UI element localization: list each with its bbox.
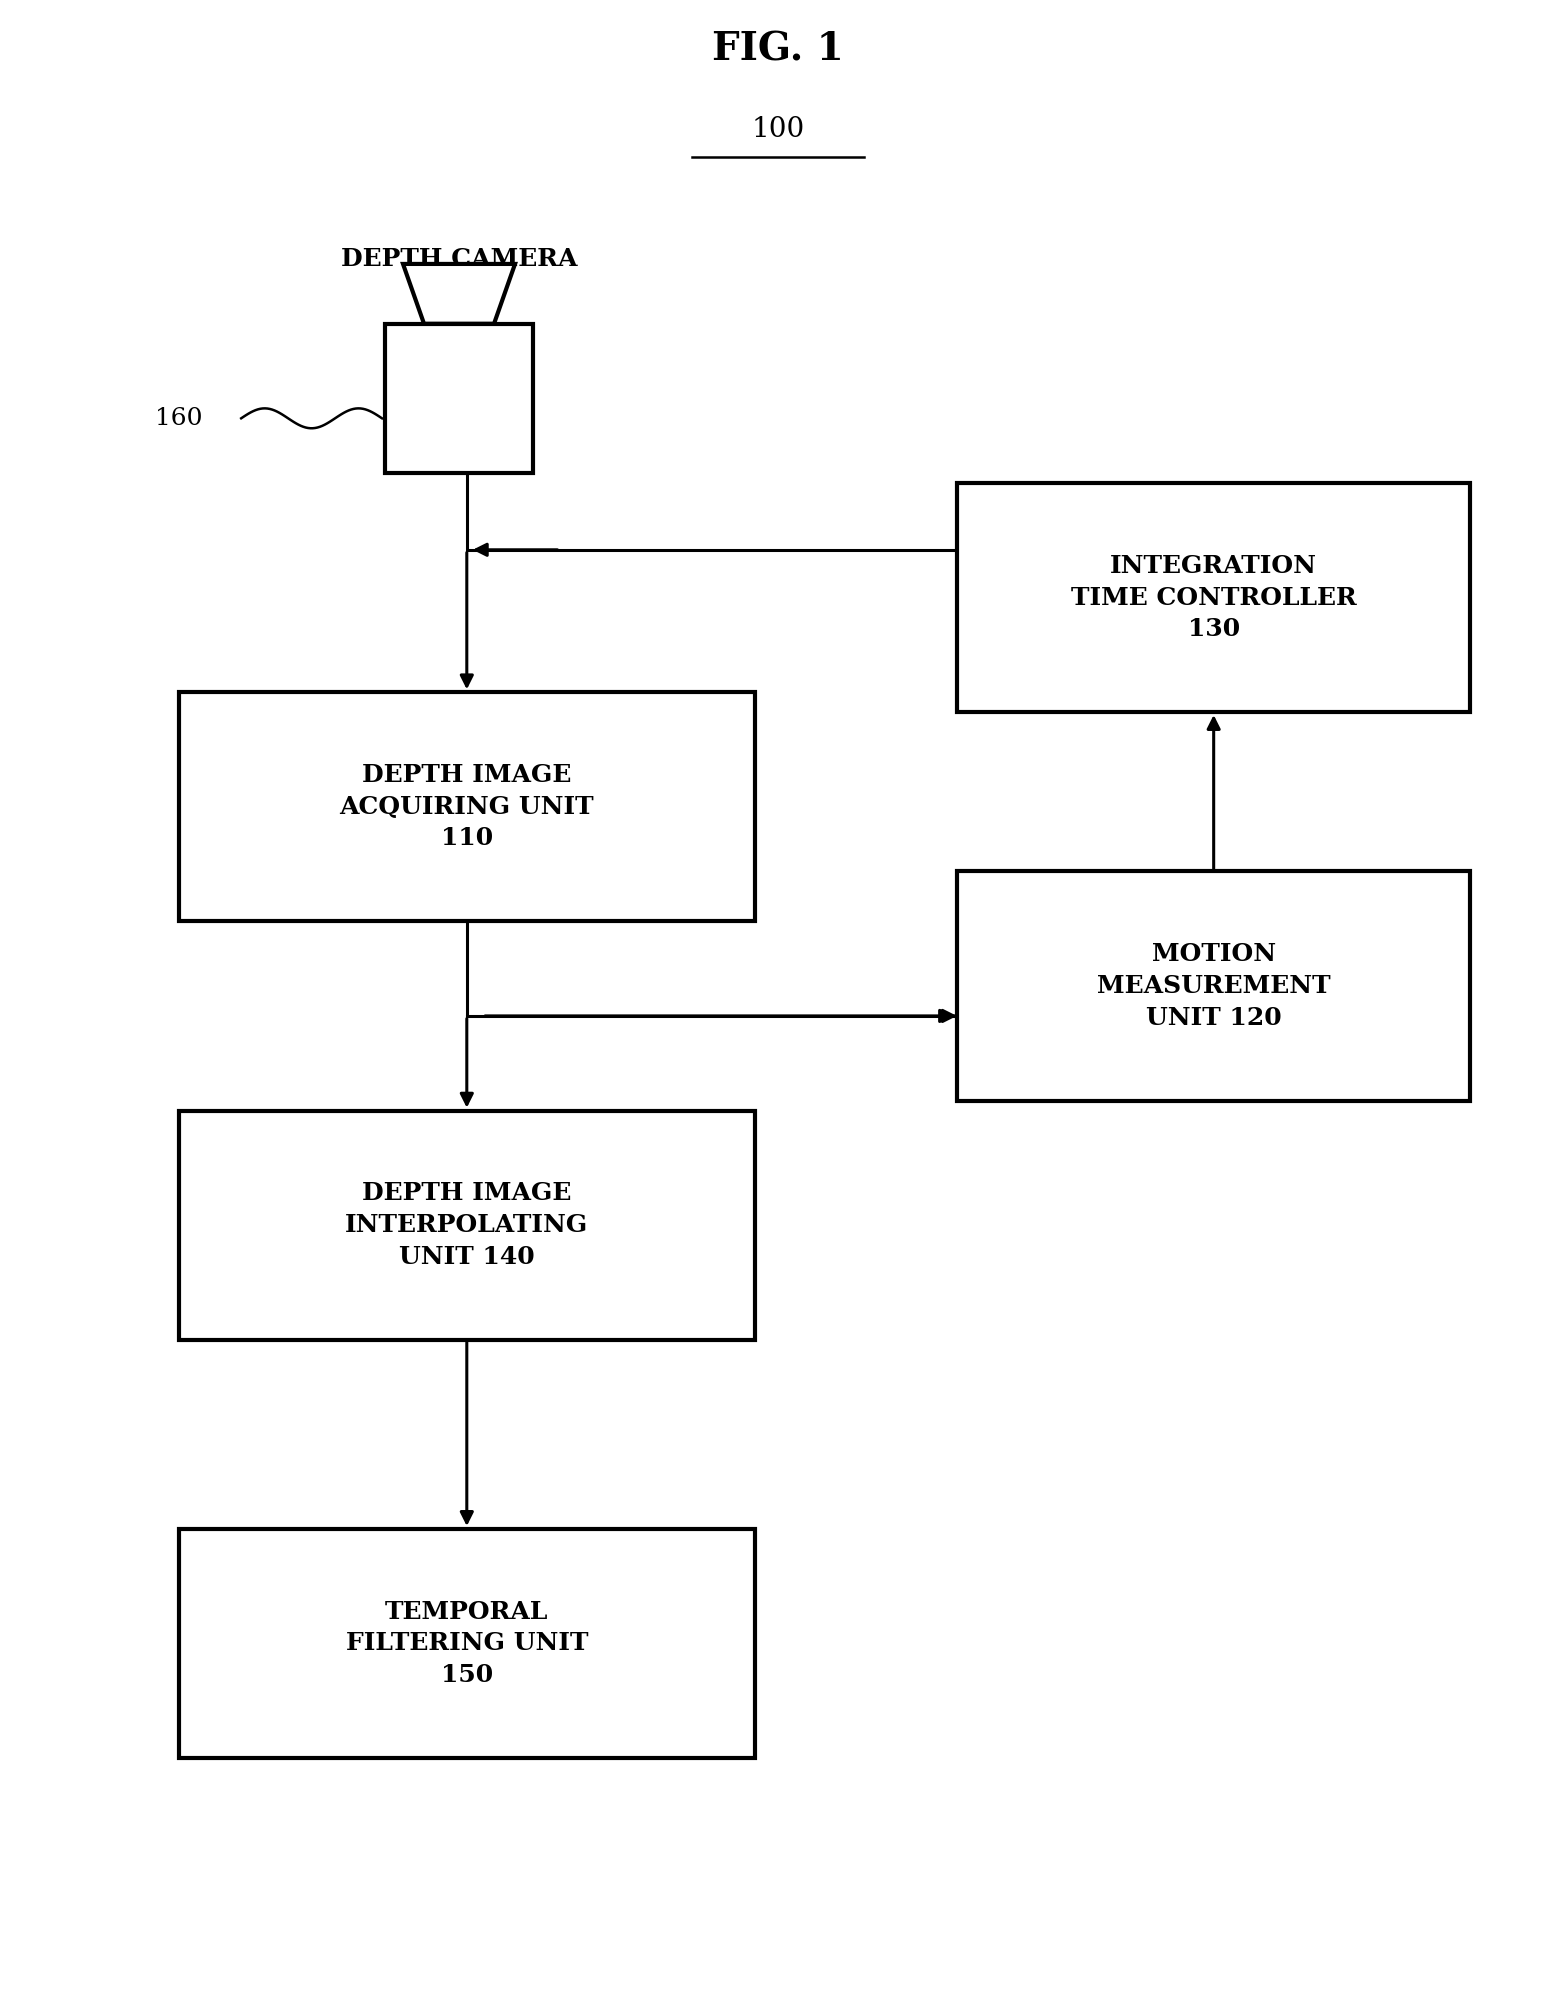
Text: 160: 160 [156,406,202,430]
Bar [179,1530,755,1759]
Bar [957,484,1470,713]
Text: TEMPORAL
FILTERING UNIT
150: TEMPORAL FILTERING UNIT 150 [345,1600,588,1687]
Text: DEPTH IMAGE
INTERPOLATING
UNIT 140: DEPTH IMAGE INTERPOLATING UNIT 140 [345,1181,588,1269]
Text: FIG. 1: FIG. 1 [713,30,843,70]
Bar [179,1110,755,1339]
Text: INTEGRATION
TIME CONTROLLER
130: INTEGRATION TIME CONTROLLER 130 [1071,554,1357,641]
Text: MOTION
MEASUREMENT
UNIT 120: MOTION MEASUREMENT UNIT 120 [1097,942,1330,1030]
Bar [957,872,1470,1100]
Bar [179,693,755,920]
Text: 100: 100 [752,116,804,143]
Polygon shape [403,263,515,323]
Text: DEPTH CAMERA: DEPTH CAMERA [341,247,577,271]
Bar [386,323,532,472]
Text: DEPTH IMAGE
ACQUIRING UNIT
110: DEPTH IMAGE ACQUIRING UNIT 110 [339,763,594,851]
